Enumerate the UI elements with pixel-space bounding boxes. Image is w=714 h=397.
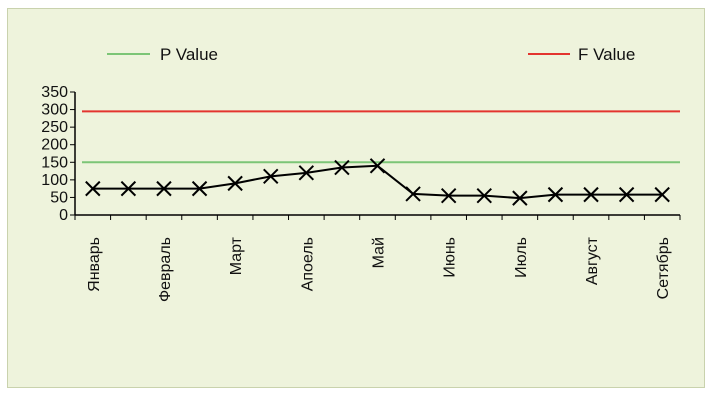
y-tick-label: 350	[41, 84, 68, 101]
y-tick-label: 300	[41, 102, 68, 119]
data-point-marker	[369, 158, 386, 174]
data-point-marker	[440, 187, 457, 204]
data-point-marker	[334, 159, 350, 176]
x-tick-label: Июнь	[442, 237, 459, 278]
data-point-marker	[85, 180, 101, 197]
legend: P Value F Value	[107, 45, 635, 64]
data-point-marker	[156, 180, 172, 197]
series-line	[92, 164, 663, 200]
x-tick-label: Апоель	[299, 237, 316, 291]
y-tick-label: 100	[41, 172, 68, 189]
y-tick-label: 0	[59, 207, 68, 224]
x-tick-label: Июль	[513, 237, 530, 278]
data-point-marker	[263, 168, 279, 185]
data-point-marker	[227, 175, 243, 192]
data-point-marker	[547, 186, 564, 203]
data-point-marker	[583, 186, 599, 203]
x-tick-label: Сетябрь	[655, 237, 672, 299]
data-point-marker	[618, 186, 635, 203]
x-tick-label: Март	[228, 236, 245, 275]
y-tick-label: 250	[41, 119, 68, 136]
data-point-marker	[191, 180, 208, 197]
data-point-marker	[654, 186, 670, 203]
y-tick-label: 150	[41, 154, 68, 171]
x-tick-label: Август	[584, 236, 601, 285]
data-point-marker	[476, 187, 492, 204]
series	[85, 158, 670, 206]
x-tick-label: Май	[371, 237, 388, 268]
y-tick-label: 50	[50, 189, 68, 206]
y-tick-label: 200	[41, 137, 68, 154]
data-point-marker	[405, 186, 421, 202]
data-point-marker	[298, 165, 315, 181]
x-tick-label: Январь	[86, 237, 103, 292]
legend-label-f-value: F Value	[578, 45, 635, 64]
legend-label-p-value: P Value	[160, 45, 218, 64]
data-point-marker	[512, 190, 528, 206]
data-point-marker	[120, 180, 137, 197]
x-axis-labels: Январь Февраль Март Апоель Май Июнь Июль Август…	[86, 236, 672, 302]
x-tick-label: Февраль	[157, 237, 174, 302]
reference-lines	[82, 110, 680, 164]
